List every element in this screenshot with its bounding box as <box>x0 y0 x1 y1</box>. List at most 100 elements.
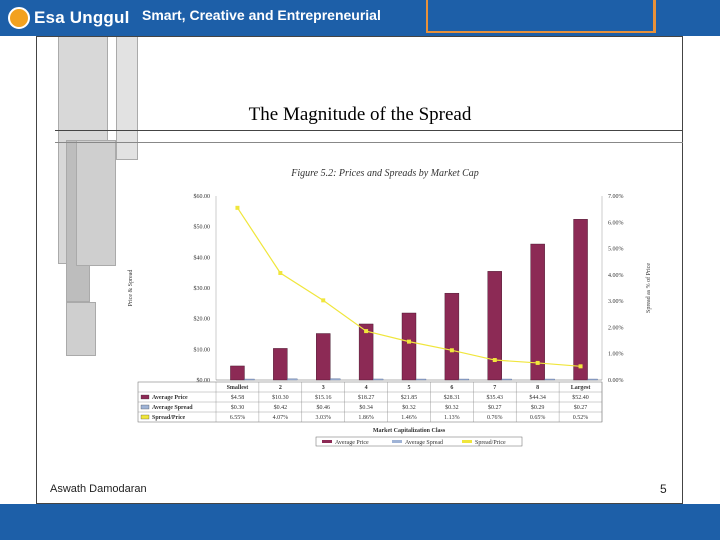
decor-block <box>66 302 96 356</box>
spread-ratio-point <box>278 271 283 276</box>
category-label: 2 <box>279 385 282 391</box>
table-cell: $0.46 <box>316 404 330 411</box>
table-cell: $21.85 <box>401 394 418 401</box>
legend-label: Average Price <box>335 440 369 446</box>
table-legend-swatch <box>140 414 150 420</box>
author-name: Aswath Damodaran <box>50 483 147 495</box>
table-cell: $0.32 <box>445 404 459 411</box>
spread-ratio-point <box>449 348 454 353</box>
price-bar <box>316 333 331 381</box>
price-bar <box>230 365 245 381</box>
table-cell: 1.46% <box>401 415 417 421</box>
table-cell: $0.34 <box>359 404 373 411</box>
y-tick-label: $30.00 <box>194 285 211 292</box>
title-rule <box>55 130 683 131</box>
spread-ratio-point <box>407 339 411 344</box>
price-bar <box>573 219 588 381</box>
table-cell: 0.76% <box>487 415 503 421</box>
table-cell: $15.16 <box>315 394 332 401</box>
y2-tick-label: 5.00% <box>608 247 624 253</box>
table-cell: $44.34 <box>529 394 546 401</box>
table-cell: $0.32 <box>402 404 416 411</box>
spread-ratio-point <box>364 329 369 334</box>
decor-block <box>76 140 116 266</box>
y-axis-label: Price & Spread <box>128 270 134 307</box>
category-label: 3 <box>322 385 325 391</box>
table-cell: 0.65% <box>530 415 546 421</box>
chart-title: Figure 5.2: Prices and Spreads by Market… <box>291 168 479 179</box>
category-label: 4 <box>365 385 368 391</box>
spread-bar <box>587 378 598 381</box>
legend-swatch <box>462 440 472 443</box>
brand-name: Esa Unggul <box>34 8 130 27</box>
y2-tick-label: 3.00% <box>608 299 624 305</box>
table-series-label: Average Spread <box>152 405 193 411</box>
price-bar <box>487 271 502 381</box>
price-bar <box>273 348 288 381</box>
legend-box <box>315 436 523 447</box>
table-cell: 4.07% <box>273 415 289 421</box>
legend-swatch <box>392 440 402 443</box>
y-tick-label: $10.00 <box>194 346 211 353</box>
y-tick-label: $0.00 <box>197 377 211 384</box>
y-tick-label: $40.00 <box>194 254 211 261</box>
table-series-label: Average Price <box>152 395 188 401</box>
y2-tick-label: 0.00% <box>608 378 624 384</box>
price-bar <box>444 292 460 381</box>
y2-tick-label: 6.00% <box>608 220 624 226</box>
table-cell: $10.30 <box>272 394 289 401</box>
y2-tick-label: 4.00% <box>608 273 624 279</box>
price-bar <box>401 312 417 381</box>
title-rule <box>55 142 683 143</box>
table-cell: 6.55% <box>230 415 246 421</box>
x-axis-label: Market Capitalization Class <box>373 428 446 434</box>
table-series-label: Spread/Price <box>152 415 186 421</box>
spread-bar <box>287 378 298 381</box>
table-cell: $52.40 <box>572 394 589 401</box>
table-cell: $0.27 <box>574 404 588 411</box>
table-legend-swatch <box>140 394 150 400</box>
category-label: 6 <box>450 385 453 391</box>
y2-axis-label: Spread as % of Price <box>645 263 652 313</box>
tagline: Smart, Creative and Entrepreneurial <box>142 7 381 23</box>
table-cell: 1.86% <box>358 415 374 421</box>
spread-ratio-point <box>235 205 240 210</box>
table-cell: $0.29 <box>531 404 545 411</box>
y-tick-label: $20.00 <box>194 316 211 323</box>
table-cell: $0.42 <box>274 404 288 411</box>
category-label: 5 <box>408 385 411 391</box>
category-label: 7 <box>493 385 496 391</box>
header-bar: Esa Unggul Smart, Creative and Entrepren… <box>0 0 720 36</box>
table-legend-swatch <box>140 404 150 410</box>
category-label: Smallest <box>227 385 249 391</box>
page-number: 5 <box>660 482 667 496</box>
table-cell: 3.03% <box>315 415 331 421</box>
y2-tick-label: 1.00% <box>608 352 624 358</box>
spread-bar <box>544 378 555 381</box>
footer-bar <box>0 504 720 540</box>
y-tick-label: $60.00 <box>194 193 211 200</box>
price-bar <box>358 323 374 381</box>
spread-bar <box>244 378 255 381</box>
table-cell: $0.27 <box>488 404 502 411</box>
spread-bar <box>372 378 384 381</box>
table-cell: 0.52% <box>573 415 589 421</box>
y2-tick-label: 2.00% <box>608 325 624 331</box>
spread-ratio-point <box>578 364 583 369</box>
table-cell: $35.43 <box>487 394 504 401</box>
price-bar <box>530 243 545 381</box>
spread-ratio-point <box>535 360 540 365</box>
y2-tick-label: 7.00% <box>608 194 624 200</box>
spread-ratio-point <box>492 358 497 363</box>
table-cell: $28.31 <box>444 394 461 401</box>
slide-title: The Magnitude of the Spread <box>248 104 472 125</box>
logo: Esa Unggul <box>8 5 130 31</box>
table-cell: $0.30 <box>231 404 245 411</box>
y-tick-label: $50.00 <box>194 224 211 231</box>
spread-bar <box>415 378 427 381</box>
chart: $0.00 $10.00 $20.00 $30.00 $40.00 $50.00 $60.0… <box>128 193 652 447</box>
category-label: Largest <box>571 385 591 391</box>
spread-bar <box>458 378 470 381</box>
slide-frame <box>36 36 683 504</box>
table-cell: 1.13% <box>444 415 460 421</box>
